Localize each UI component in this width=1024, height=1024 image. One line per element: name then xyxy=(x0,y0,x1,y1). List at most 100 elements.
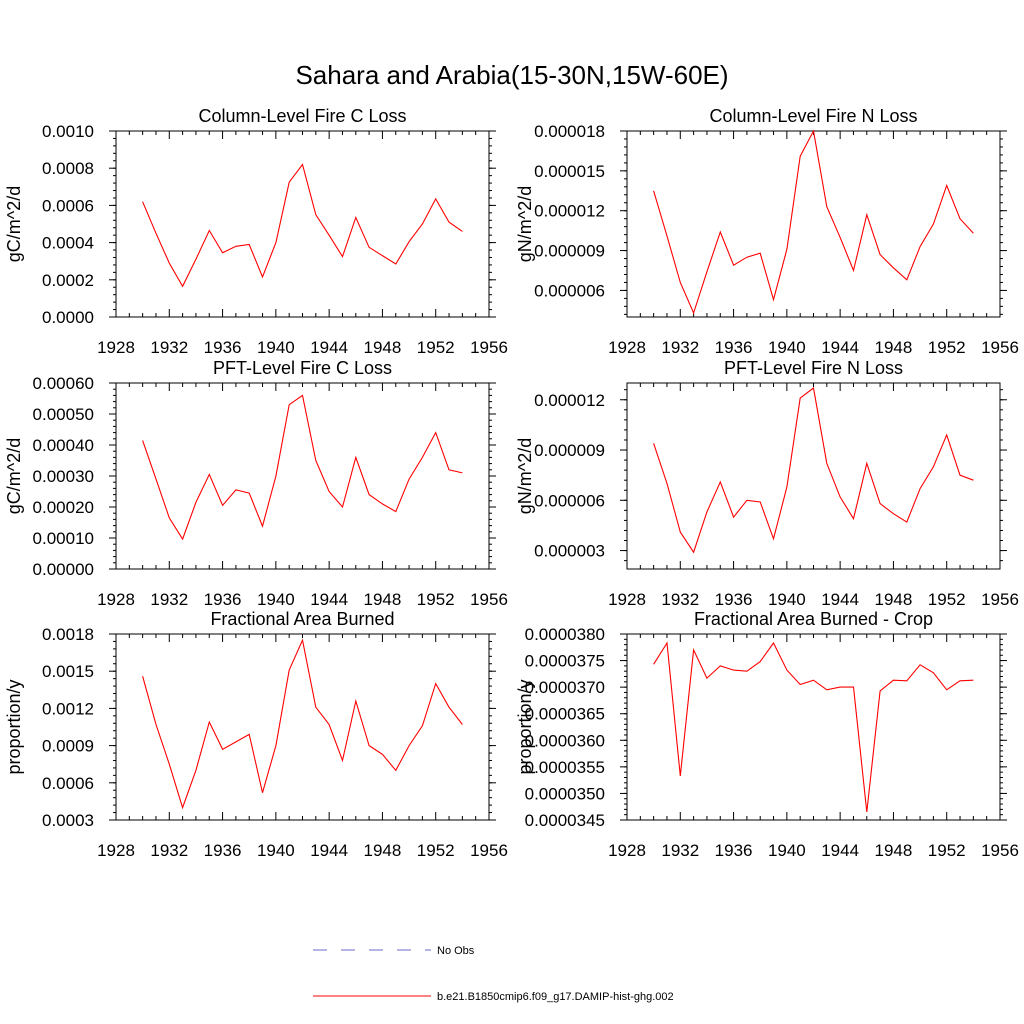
y-tick-label: 0.0000345 xyxy=(525,811,605,830)
y-axis-label: gC/m^2/d xyxy=(4,186,24,262)
x-tick-label: 1952 xyxy=(928,338,966,357)
chart-panel-4: PFT-Level Fire N Loss gN/m^2/d 1928 1932 193… xyxy=(515,358,1019,609)
y-tick-label: 0.0010 xyxy=(42,122,94,141)
x-tick-label: 1952 xyxy=(417,338,455,357)
series-line xyxy=(142,394,463,541)
y-tick-label: 0.0006 xyxy=(42,774,94,793)
legend: No Obs b.e21.B1850cmip6.f09_g17.DAMIP-hi… xyxy=(313,945,674,1003)
x-tick-label: 1932 xyxy=(150,338,188,357)
x-tick-label: 1936 xyxy=(715,338,753,357)
x-tick-label: 1956 xyxy=(981,590,1019,609)
y-tick-label: 0.0018 xyxy=(42,625,94,644)
x-tick-label: 1932 xyxy=(150,841,188,860)
x-tick-label: 1952 xyxy=(928,841,966,860)
y-axis-label: proportion/y xyxy=(515,679,535,774)
y-tick-label: 0.000012 xyxy=(534,391,605,410)
chart-panel-1: Column-Level Fire C Loss gC/m^2/d 1928 1932… xyxy=(4,106,508,357)
y-tick-label: 0.0009 xyxy=(42,737,94,756)
y-tick-label: 0.0003 xyxy=(42,811,94,830)
y-tick-label: 0.0000375 xyxy=(525,652,605,671)
x-tick-label: 1936 xyxy=(715,590,753,609)
x-tick-label: 1952 xyxy=(417,841,455,860)
x-tick-label: 1928 xyxy=(608,841,646,860)
x-tick-label: 1940 xyxy=(257,338,295,357)
x-tick-label: 1940 xyxy=(768,841,806,860)
series-line xyxy=(653,641,974,813)
y-tick-label: 0.00010 xyxy=(33,529,94,548)
x-tick-label: 1928 xyxy=(97,841,135,860)
plot-frame xyxy=(115,382,490,570)
chart-panel-3: PFT-Level Fire C Loss gC/m^2/d 1928 1932 193… xyxy=(4,358,508,609)
x-tick-label: 1936 xyxy=(715,841,753,860)
y-tick-label: 0.0000355 xyxy=(525,758,605,777)
x-tick-label: 1948 xyxy=(364,841,402,860)
x-tick-label: 1928 xyxy=(608,590,646,609)
y-tick-label: 0.00030 xyxy=(33,467,94,486)
plot-frame xyxy=(115,130,490,318)
y-axis-label: gC/m^2/d xyxy=(4,438,24,514)
y-tick-label: 0.00040 xyxy=(33,436,94,455)
x-tick-label: 1956 xyxy=(981,841,1019,860)
y-tick-label: 0.0004 xyxy=(42,234,94,253)
chart-panel-5: Fractional Area Burned proportion/y 1928 19… xyxy=(4,609,508,860)
plot-frame xyxy=(115,633,490,821)
x-tick-label: 1936 xyxy=(204,338,242,357)
x-tick-label: 1944 xyxy=(821,590,859,609)
x-tick-label: 1944 xyxy=(310,841,348,860)
x-tick-label: 1944 xyxy=(310,338,348,357)
chart-title: Fractional Area Burned xyxy=(210,609,394,629)
x-tick-label: 1940 xyxy=(768,338,806,357)
y-tick-label: 0.000006 xyxy=(534,281,605,300)
series-line xyxy=(142,163,463,288)
y-tick-label: 0.000009 xyxy=(534,242,605,261)
legend-obs-label: No Obs xyxy=(437,945,475,957)
y-tick-label: 0.0000380 xyxy=(525,625,605,644)
chart-title: Fractional Area Burned - Crop xyxy=(694,609,933,629)
y-tick-label: 0.00020 xyxy=(33,498,94,517)
x-tick-label: 1956 xyxy=(981,338,1019,357)
y-tick-label: 0.0000350 xyxy=(525,784,605,803)
chart-title: PFT-Level Fire C Loss xyxy=(213,358,392,378)
y-tick-label: 0.0006 xyxy=(42,196,94,215)
series-line xyxy=(653,129,974,315)
x-tick-label: 1928 xyxy=(97,338,135,357)
y-tick-label: 0.000006 xyxy=(534,491,605,510)
x-tick-label: 1952 xyxy=(417,590,455,609)
legend-model-label: b.e21.B1850cmip6.f09_g17.DAMIP-hist-ghg.… xyxy=(437,991,674,1003)
y-tick-label: 0.000018 xyxy=(534,122,605,141)
x-tick-label: 1940 xyxy=(257,841,295,860)
y-tick-label: 0.00060 xyxy=(33,374,94,393)
x-tick-label: 1944 xyxy=(821,841,859,860)
y-tick-label: 0.0008 xyxy=(42,159,94,178)
x-tick-label: 1948 xyxy=(875,841,913,860)
y-tick-label: 0.000003 xyxy=(534,542,605,561)
x-tick-label: 1948 xyxy=(875,338,913,357)
y-tick-label: 0.00050 xyxy=(33,405,94,424)
x-tick-label: 1928 xyxy=(97,590,135,609)
x-tick-label: 1948 xyxy=(875,590,913,609)
y-tick-label: 0.000009 xyxy=(534,441,605,460)
panels: Column-Level Fire C Loss gC/m^2/d 1928 1932… xyxy=(4,106,1019,860)
x-tick-label: 1956 xyxy=(470,590,508,609)
x-tick-label: 1928 xyxy=(608,338,646,357)
x-tick-label: 1936 xyxy=(204,841,242,860)
x-tick-label: 1956 xyxy=(470,841,508,860)
y-tick-label: 0.0000 xyxy=(42,308,94,327)
y-tick-label: 0.0000365 xyxy=(525,705,605,724)
y-tick-label: 0.000012 xyxy=(534,202,605,221)
y-tick-label: 0.000015 xyxy=(534,162,605,181)
y-tick-label: 0.0000360 xyxy=(525,731,605,750)
x-tick-label: 1944 xyxy=(310,590,348,609)
chart-panel-2: Column-Level Fire N Loss gN/m^2/d 1928 1932… xyxy=(515,106,1019,357)
x-tick-label: 1932 xyxy=(661,338,699,357)
plot-frame xyxy=(626,382,1001,570)
figure-title: Sahara and Arabia(15-30N,15W-60E) xyxy=(295,60,728,90)
chart-panel-6: Fractional Area Burned - Crop proportion/… xyxy=(515,609,1019,860)
x-tick-label: 1932 xyxy=(150,590,188,609)
x-tick-label: 1940 xyxy=(257,590,295,609)
x-tick-label: 1948 xyxy=(364,338,402,357)
x-tick-label: 1952 xyxy=(928,590,966,609)
y-tick-label: 0.0012 xyxy=(42,699,94,718)
y-tick-label: 0.0000370 xyxy=(525,678,605,697)
